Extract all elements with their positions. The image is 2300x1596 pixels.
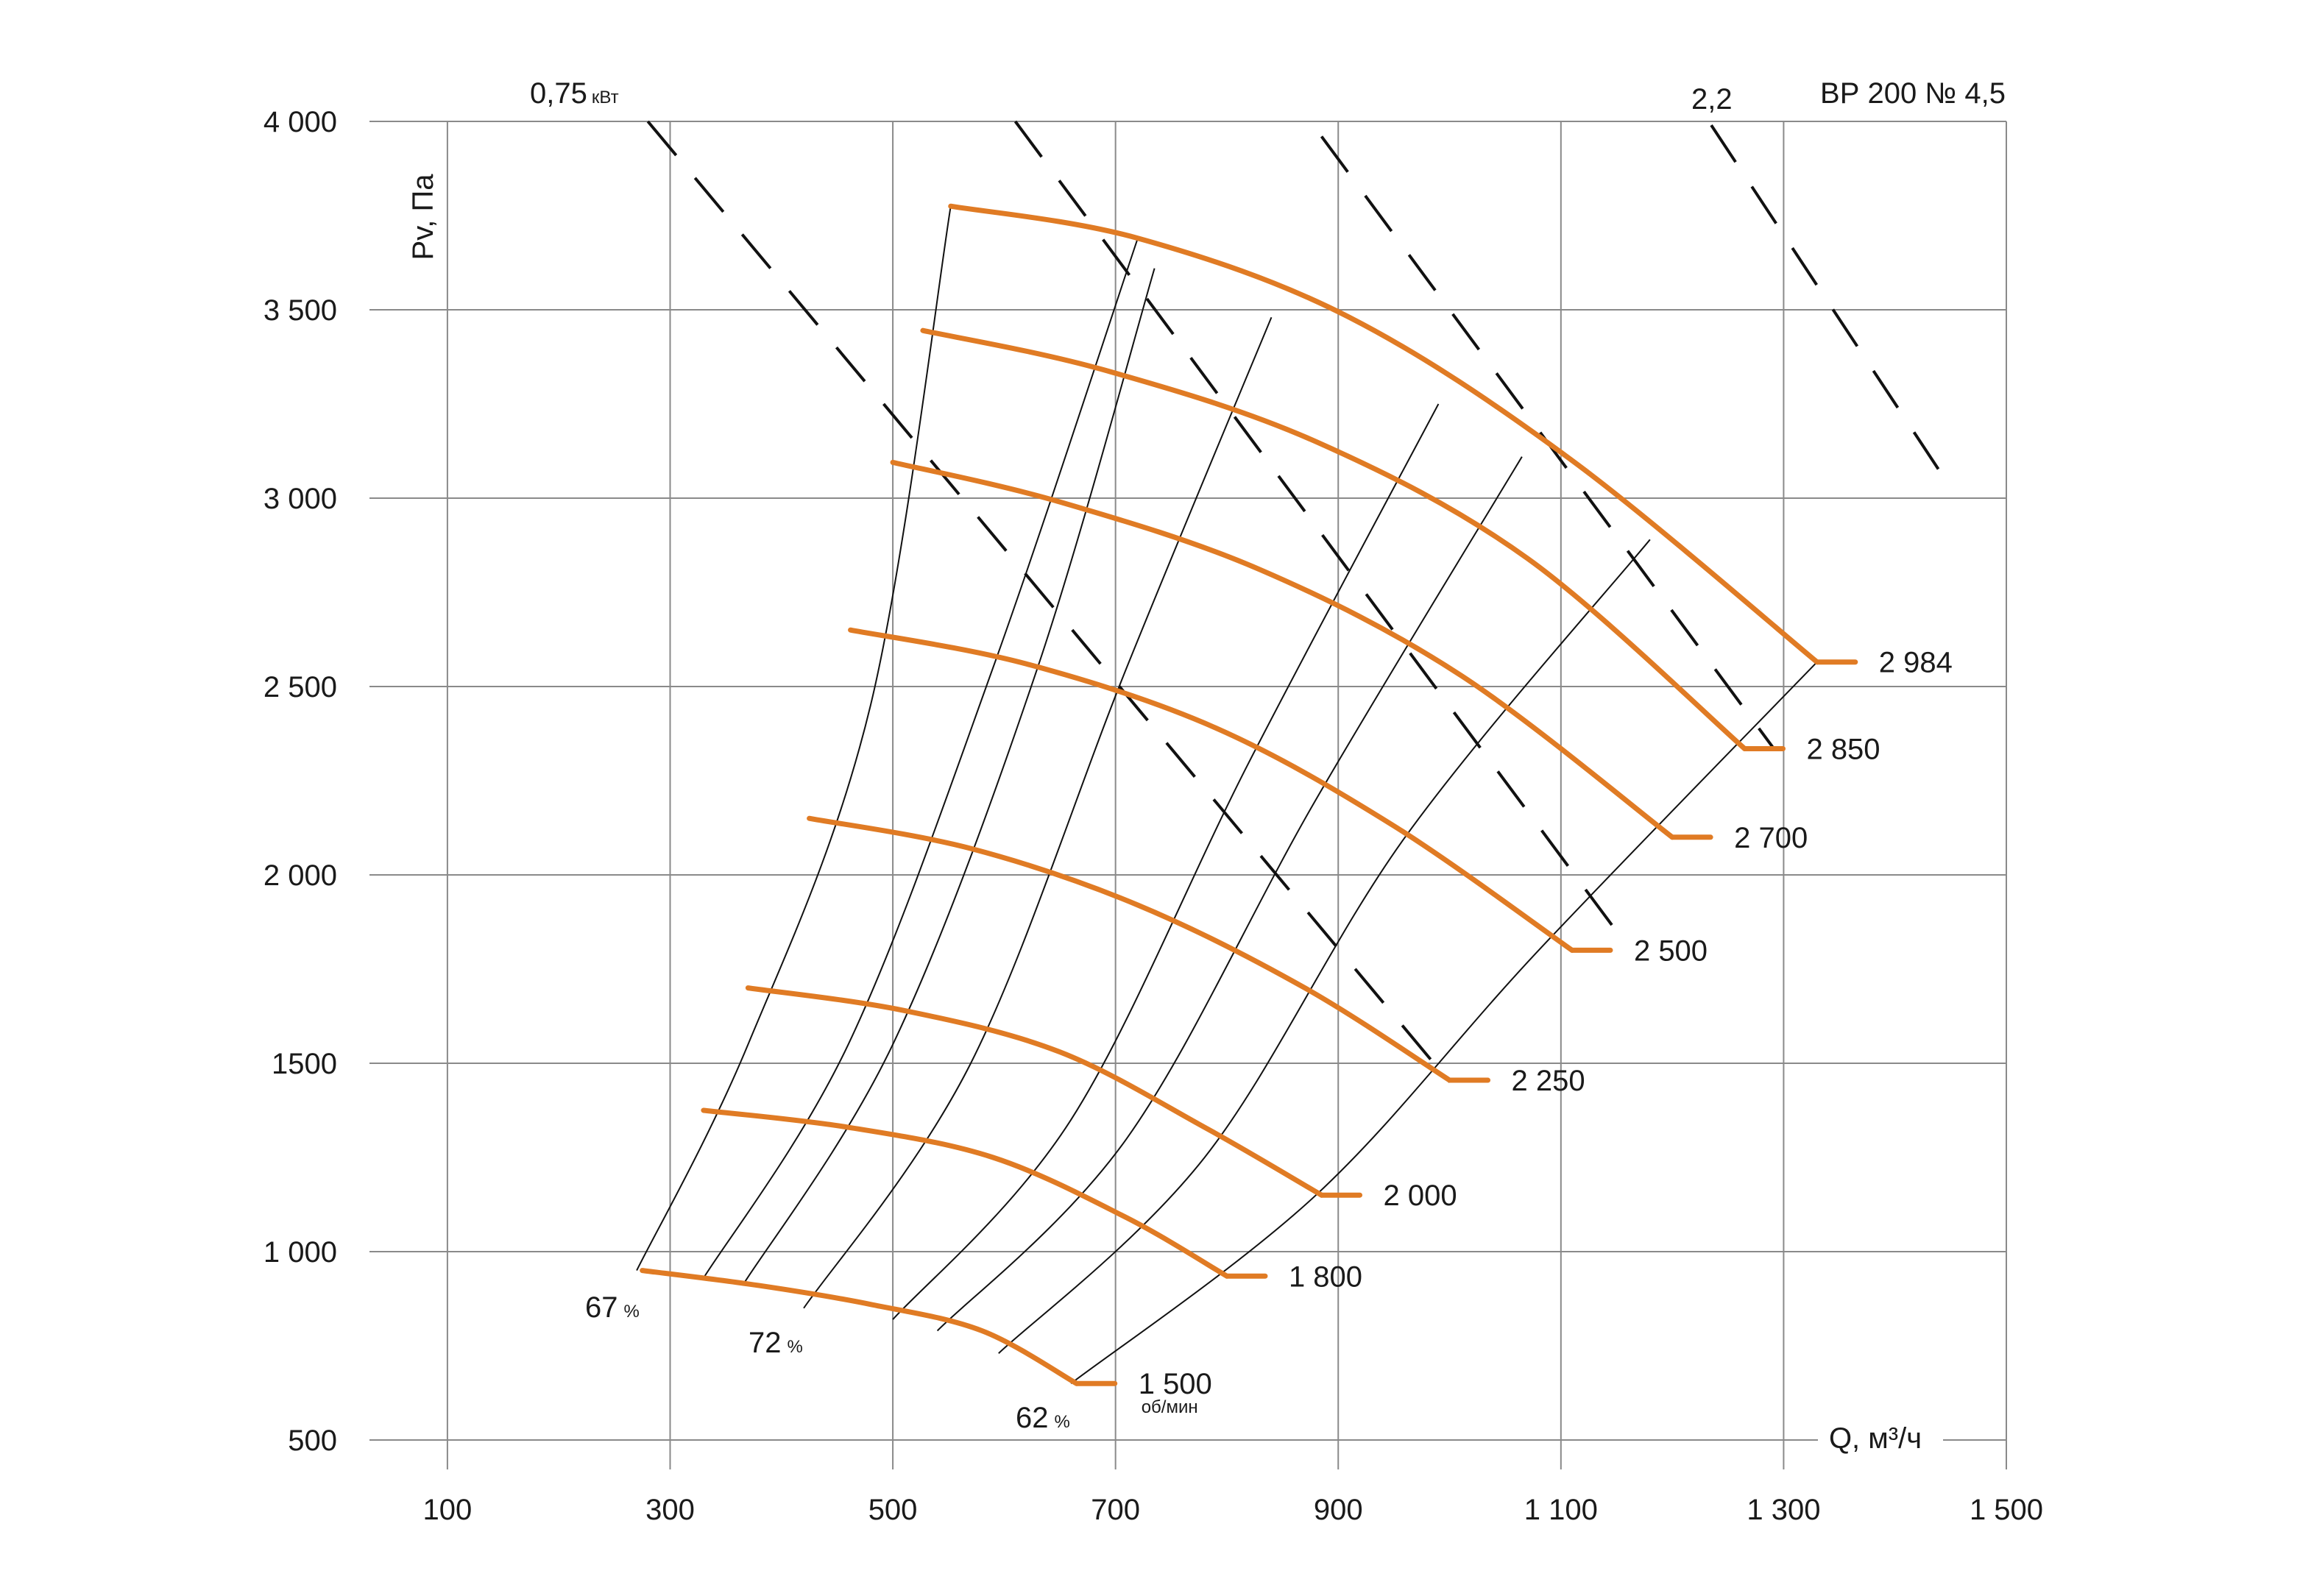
y-tick-label: 3 500 — [263, 294, 337, 327]
rpm-curve — [948, 203, 1820, 665]
power-label: 0,75 кВт — [530, 77, 619, 110]
x-tick-label: 700 — [1091, 1494, 1140, 1526]
y-tick-label: 3 000 — [263, 483, 337, 515]
efficiency-unit: % — [624, 1302, 640, 1322]
rpm-curve — [640, 1268, 1080, 1386]
y-tick-label: 4 000 — [263, 106, 337, 138]
x-tick-label: 1 300 — [1747, 1494, 1820, 1526]
x-tick-label: 900 — [1314, 1494, 1363, 1526]
y-tick-label: 1 000 — [263, 1236, 337, 1269]
rpm-curve — [745, 985, 1325, 1198]
efficiency-line — [636, 206, 952, 1272]
x-tick-label: 500 — [868, 1494, 918, 1526]
efficiency-label: 67% — [585, 1291, 640, 1324]
rpm-label: 1 500 — [1139, 1368, 1212, 1400]
grid: 500 1 000 1500 2 000 2 500 3 000 3 500 4 000 100… — [263, 106, 2043, 1526]
y-tick-label: 2 500 — [263, 671, 337, 703]
y-tick-label: 1500 — [272, 1048, 337, 1080]
efficiency-line — [998, 539, 1651, 1354]
power-label: 2,2 — [1691, 83, 1733, 116]
power-line — [1013, 120, 1618, 932]
x-axis-label: Q, м³/ч — [1829, 1422, 1922, 1455]
y-tick-label: 2 000 — [263, 859, 337, 892]
efficiency-label: 72% — [749, 1327, 803, 1359]
y-axis-label: Pv, Па — [407, 174, 439, 260]
x-tick-label: 100 — [423, 1494, 473, 1526]
efficiency-line — [1070, 662, 1818, 1384]
rpm-label: 2 700 — [1734, 822, 1808, 854]
labels: ВР 200 № 4,5 Q, м³/ч Pv, Па — [407, 77, 2006, 1455]
efficiency-line — [741, 268, 1156, 1286]
rpm-curve — [890, 459, 1675, 840]
rpm-curve — [920, 327, 1747, 751]
rpm-label: 2 984 — [1879, 647, 1953, 679]
x-tick-label: 300 — [645, 1494, 695, 1526]
rpm-label: 2 500 — [1634, 934, 1708, 967]
efficiency-unit: % — [1055, 1412, 1070, 1432]
rpm-label: 1 800 — [1289, 1260, 1362, 1293]
rpm-label: 2 250 — [1512, 1065, 1585, 1097]
efficiency-line — [803, 316, 1273, 1309]
rpm-curve — [848, 627, 1575, 953]
y-tick-label: 500 — [288, 1425, 337, 1457]
xlabel-bg — [1818, 1420, 1943, 1461]
chart-title: ВР 200 № 4,5 — [1820, 77, 2006, 110]
efficiency-lines: 67 % 72 % 62% — [585, 206, 1818, 1434]
power-lines: 0,75 кВт 2,2 — [530, 77, 1947, 1083]
power-line — [1710, 124, 1947, 480]
rpm-curve — [701, 1107, 1230, 1279]
efficiency-unit: % — [788, 1337, 803, 1357]
rpm-label: 2 000 — [1384, 1180, 1457, 1212]
power-unit: кВт — [592, 88, 619, 107]
power-line — [646, 120, 1451, 1083]
x-tick-label: 1 100 — [1524, 1494, 1598, 1526]
efficiency-line — [703, 238, 1139, 1279]
rpm-label: 2 850 — [1806, 733, 1880, 765]
ylabel-bg — [403, 140, 440, 272]
efficiency-label: 62% — [1016, 1402, 1070, 1434]
x-tick-label: 1 500 — [1970, 1494, 2043, 1526]
efficiency-line — [892, 403, 1440, 1320]
rpm-curve — [807, 815, 1453, 1083]
rpm-unit: об/мин — [1142, 1397, 1198, 1417]
